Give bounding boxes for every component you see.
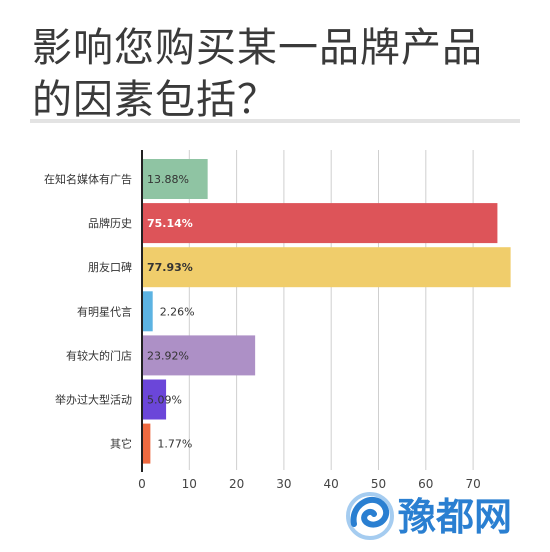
- chart-title: 影响您购买某一品牌产品的因素包括？: [32, 25, 483, 123]
- category-label: 朋友口碑: [88, 260, 132, 274]
- x-tick-label: 20: [229, 477, 244, 491]
- x-tick-label: 60: [418, 477, 433, 491]
- category-label: 其它: [110, 437, 132, 451]
- x-tick-label: 40: [324, 477, 339, 491]
- swirl-icon: [346, 492, 394, 540]
- value-label: 23.92%: [147, 349, 189, 362]
- x-tick-label: 50: [371, 477, 386, 491]
- bar: [142, 335, 256, 376]
- bar: [142, 203, 498, 244]
- x-tick-label: 10: [182, 477, 197, 491]
- bar: [142, 159, 208, 199]
- site-name: 豫都网: [398, 495, 512, 539]
- value-label: 1.77%: [157, 438, 192, 451]
- value-label: 5.09%: [147, 394, 182, 407]
- bar: [142, 423, 151, 464]
- x-tick-label: 0: [138, 477, 146, 491]
- value-label: 77.93%: [147, 261, 193, 274]
- bar: [142, 247, 511, 288]
- category-label: 有明星代言: [77, 304, 132, 318]
- category-label: 品牌历史: [88, 216, 132, 230]
- bar: [142, 379, 167, 420]
- value-label: 2.26%: [160, 305, 195, 318]
- category-label: 有较大的门店: [66, 348, 132, 362]
- value-label: 75.14%: [147, 217, 193, 230]
- category-label: 举办过大型活动: [55, 393, 132, 407]
- value-label: 13.88%: [147, 173, 189, 186]
- title-divider: [30, 119, 520, 123]
- x-tick-label: 70: [465, 477, 480, 491]
- x-tick-label: 30: [276, 477, 291, 491]
- site-logo: 豫都网: [346, 492, 512, 540]
- category-label: 在知名媒体有广告: [44, 172, 132, 186]
- bar: [142, 291, 153, 332]
